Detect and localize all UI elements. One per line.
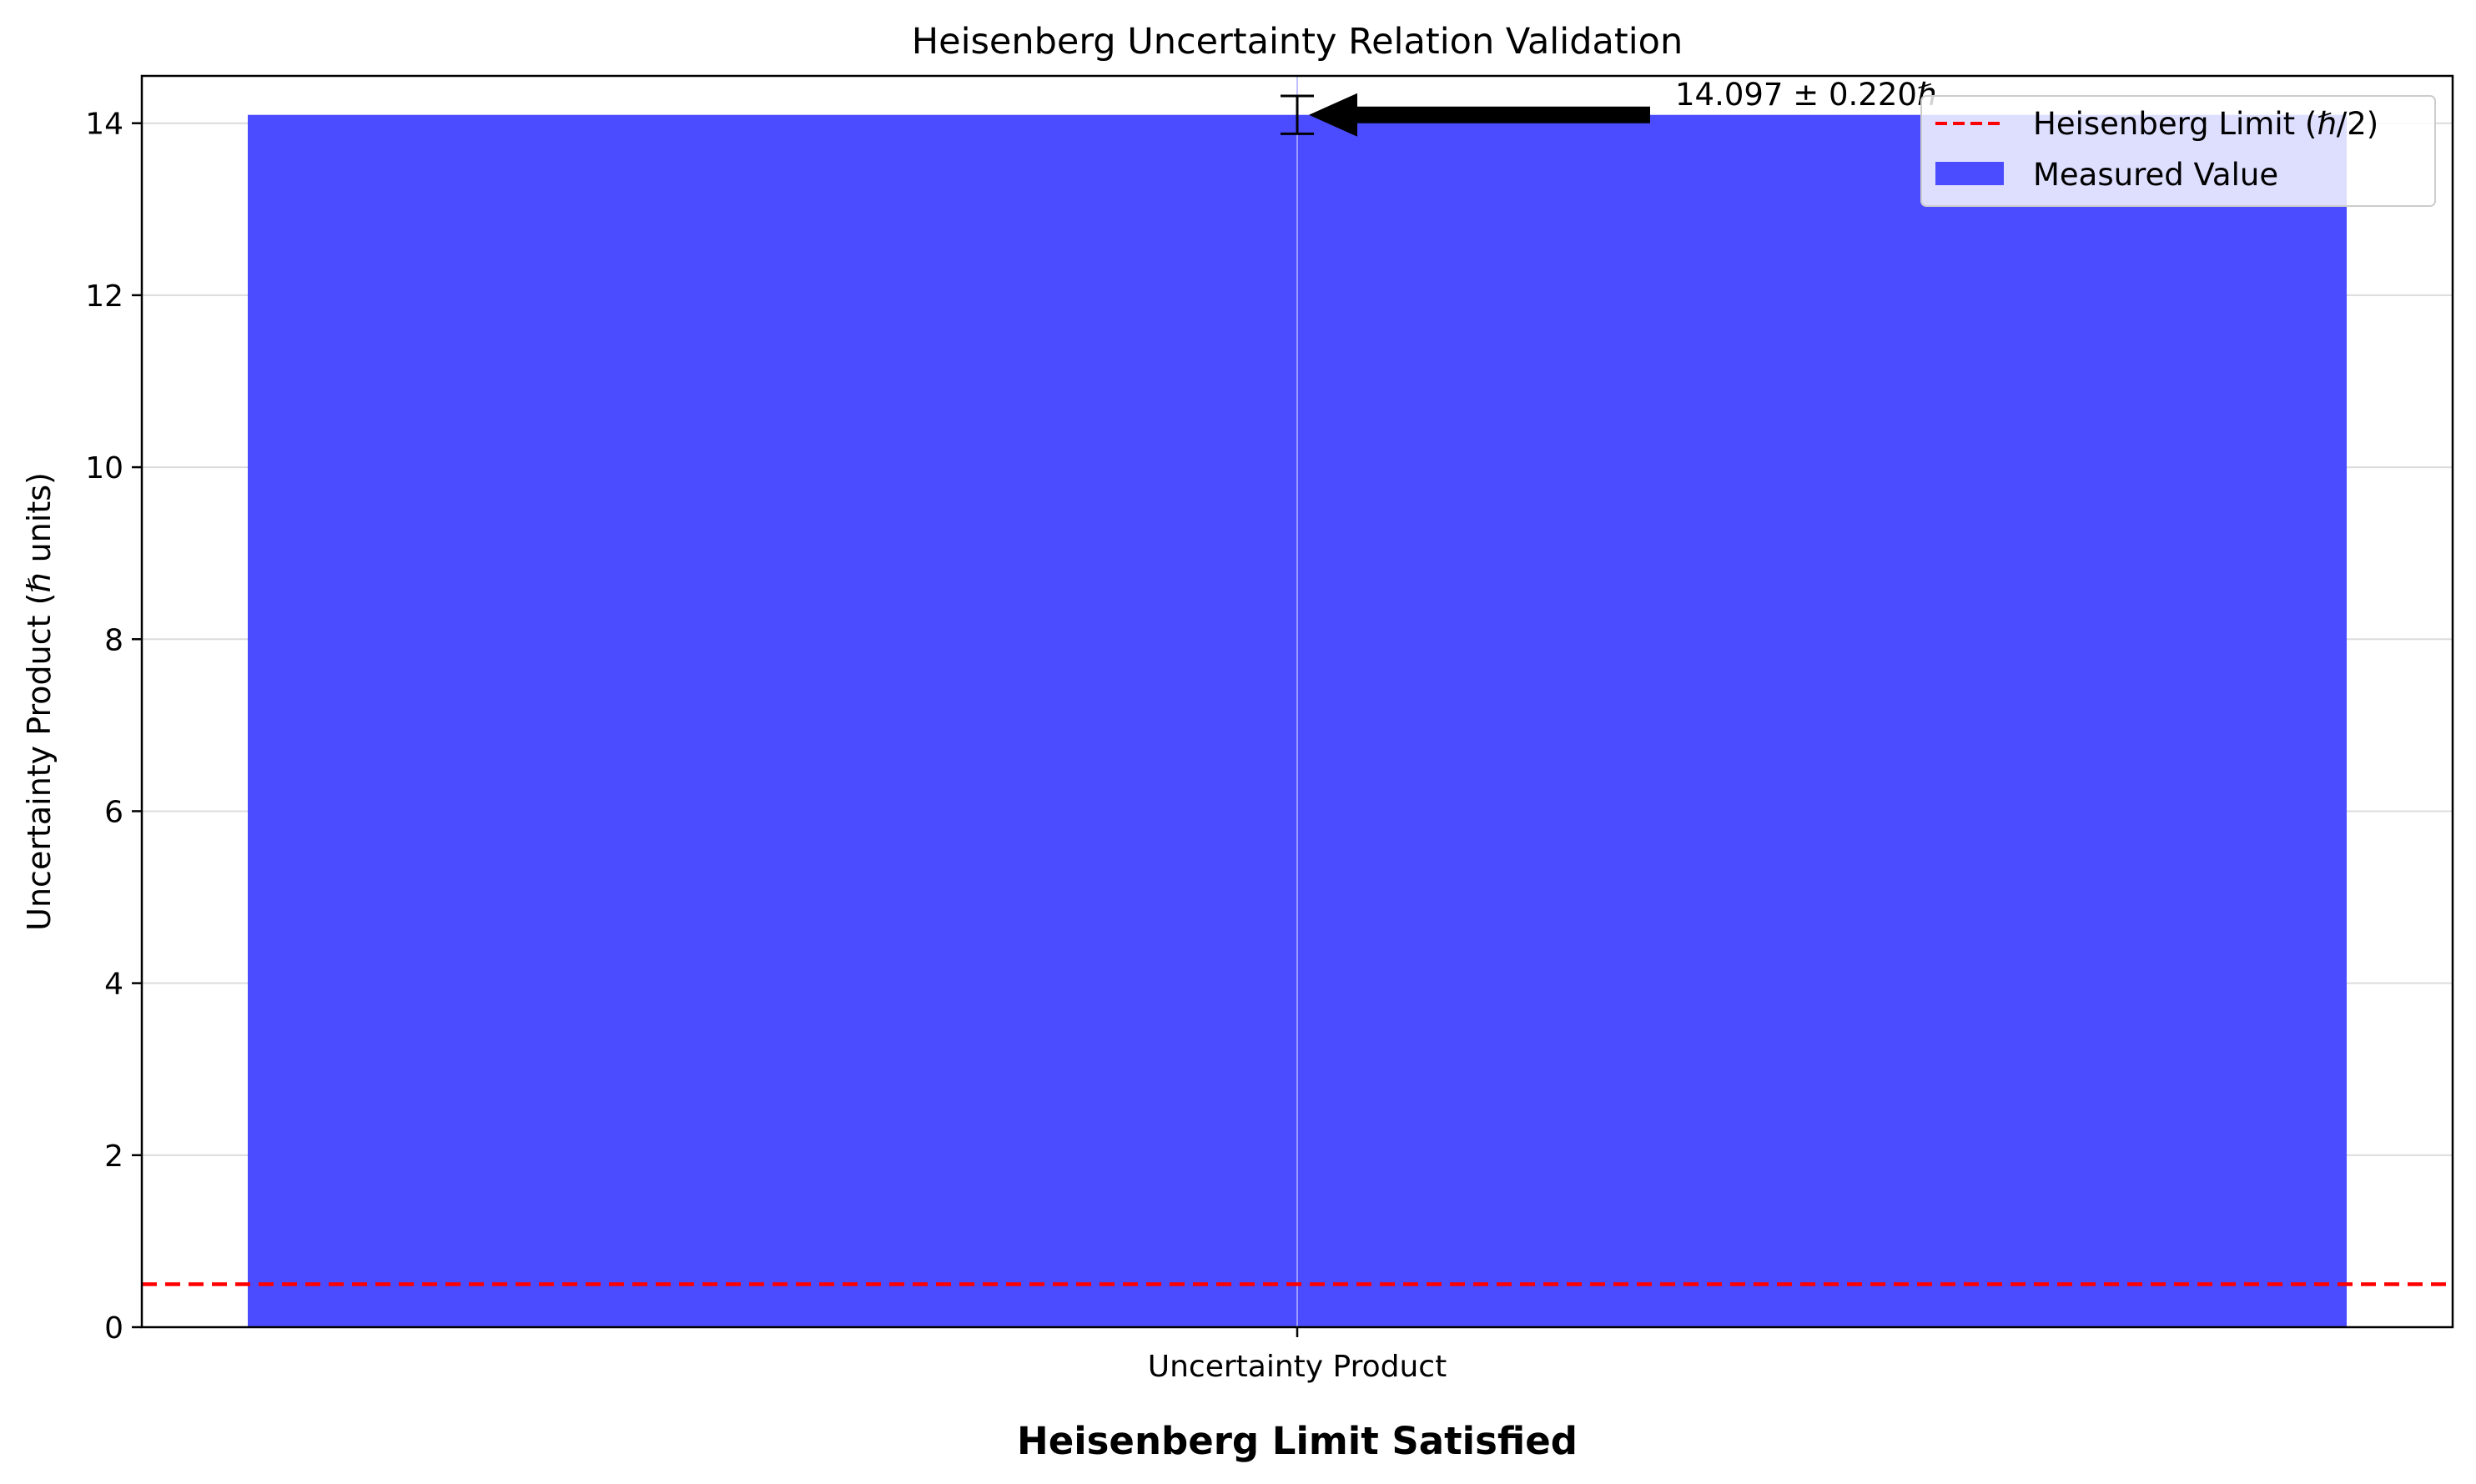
y-tick-label: 0 (104, 1311, 123, 1346)
chart-title: Heisenberg Uncertainty Relation Validati… (912, 21, 1683, 63)
x-tick-label: Uncertainty Product (1148, 1350, 1447, 1384)
y-axis-ticks: 0 2 4 6 8 10 12 14 (85, 108, 142, 1346)
bars (248, 76, 2347, 1327)
legend: Heisenberg Limit (ℏ/2) Measured Value (1920, 95, 2436, 207)
legend-box (1920, 95, 2436, 207)
annotation-arrow (1309, 93, 1650, 137)
y-tick-label: 6 (104, 795, 123, 829)
y-tick-label: 2 (104, 1139, 123, 1174)
legend-limit-label: Heisenberg Limit (ℏ/2) (2033, 106, 2378, 142)
status-text: Heisenberg Limit Satisfied (1017, 1419, 1578, 1463)
legend-measured-label: Measured Value (2033, 157, 2278, 193)
error-bars (1281, 94, 1314, 135)
legend-measured-swatch (1935, 162, 2004, 185)
x-axis-ticks: Uncertainty Product (1148, 1327, 1447, 1384)
y-tick-label: 14 (85, 108, 123, 142)
annotations: 14.097 ± 0.220ℏ (1309, 77, 1936, 137)
y-tick-label: 4 (104, 968, 123, 1002)
annotation-label: 14.097 ± 0.220ℏ (1675, 77, 1936, 113)
y-tick-label: 10 (85, 451, 123, 485)
y-tick-label: 8 (104, 623, 123, 657)
y-axis-label: Uncertainty Product (ℏ units) (21, 472, 58, 931)
y-tick-label: 12 (85, 279, 123, 314)
